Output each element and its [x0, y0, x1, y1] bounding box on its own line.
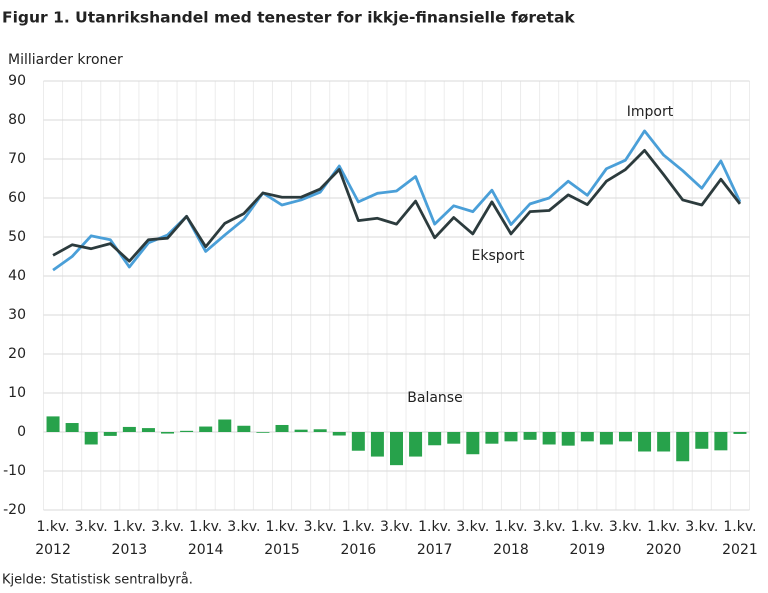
bar [523, 432, 537, 440]
y-tick-label: 0 [17, 424, 26, 440]
x-year-label: 2013 [112, 542, 148, 558]
x-tick-label: 1.kv. [342, 519, 375, 535]
bar [256, 432, 270, 433]
x-year-label: 2012 [35, 542, 71, 558]
x-year-label: 2021 [722, 542, 758, 558]
x-tick-label: 1.kv. [189, 519, 222, 535]
series-label: Import [627, 104, 674, 120]
y-tick-label: 50 [8, 229, 26, 245]
x-tick-label: 1.kv. [647, 519, 680, 535]
bar [657, 432, 671, 452]
line [52, 129, 742, 272]
bar [580, 432, 594, 442]
x-tick-label: 3.kv. [609, 519, 642, 535]
bar [46, 416, 60, 432]
x-year-label: 2015 [264, 542, 300, 558]
bar [485, 432, 499, 444]
bar [351, 432, 365, 451]
y-tick-label: 90 [8, 73, 26, 89]
bar [122, 426, 136, 432]
y-tick-label: 20 [8, 346, 26, 362]
x-year-label: 2019 [569, 542, 605, 558]
bar [332, 432, 346, 436]
y-axis-label: Milliarder kroner [8, 52, 123, 68]
x-tick-label: 3.kv. [227, 519, 260, 535]
line [52, 149, 742, 263]
x-tick-label: 1.kv. [418, 519, 451, 535]
y-tick-label: -20 [3, 502, 26, 518]
y-tick-label: -10 [3, 463, 26, 479]
series-label: Balanse [407, 390, 462, 406]
y-tick-label: 40 [8, 268, 26, 284]
bar [103, 432, 117, 436]
y-tick-label: 60 [8, 190, 26, 206]
bar [618, 432, 632, 442]
x-tick-label: 3.kv. [456, 519, 489, 535]
bar [466, 432, 480, 455]
bar [275, 424, 289, 432]
x-tick-label: 1.kv. [36, 519, 69, 535]
chart-title: Figur 1. Utanrikshandel med tenester for… [2, 9, 575, 27]
bar [714, 432, 728, 451]
bar [199, 426, 213, 432]
bar [180, 430, 194, 432]
bar [504, 432, 518, 442]
bar [370, 432, 384, 457]
bar [733, 432, 747, 434]
x-tick-label: 1.kv. [113, 519, 146, 535]
x-year-label: 2018 [493, 542, 529, 558]
x-tick-label: 3.kv. [75, 519, 108, 535]
x-tick-label: 3.kv. [533, 519, 566, 535]
bar [638, 432, 652, 452]
x-tick-label: 3.kv. [685, 519, 718, 535]
bar [65, 423, 79, 432]
bar [542, 432, 556, 445]
bar [390, 432, 403, 466]
y-tick-label: 80 [8, 112, 26, 128]
bar [141, 428, 155, 432]
bar [409, 432, 423, 457]
x-tick-label: 1.kv. [571, 519, 604, 535]
x-tick-label: 3.kv. [380, 519, 413, 535]
bar [313, 429, 327, 432]
x-tick-label: 1.kv. [265, 519, 298, 535]
x-tick-label: 3.kv. [151, 519, 184, 535]
bar [447, 432, 461, 444]
x-year-label: 2016 [341, 542, 377, 558]
x-year-label: 2014 [188, 542, 224, 558]
y-tick-label: 10 [8, 385, 26, 401]
source: Kjelde: Statistisk sentralbyrå. [2, 573, 193, 588]
x-year-label: 2020 [646, 542, 682, 558]
bar [161, 432, 175, 434]
bar [695, 432, 709, 449]
bar [428, 432, 442, 446]
y-tick-label: 70 [8, 151, 26, 167]
series-label: Eksport [472, 248, 525, 264]
bar [218, 419, 232, 432]
y-tick-label: 30 [8, 307, 26, 323]
x-tick-label: 1.kv. [494, 519, 527, 535]
bar [84, 432, 98, 445]
bar [561, 432, 575, 446]
x-tick-label: 3.kv. [304, 519, 337, 535]
bar [237, 425, 251, 432]
x-tick-label: 1.kv. [723, 519, 756, 535]
bar [676, 432, 690, 462]
x-year-label: 2017 [417, 542, 453, 558]
bar [294, 429, 308, 432]
bar [599, 432, 613, 445]
